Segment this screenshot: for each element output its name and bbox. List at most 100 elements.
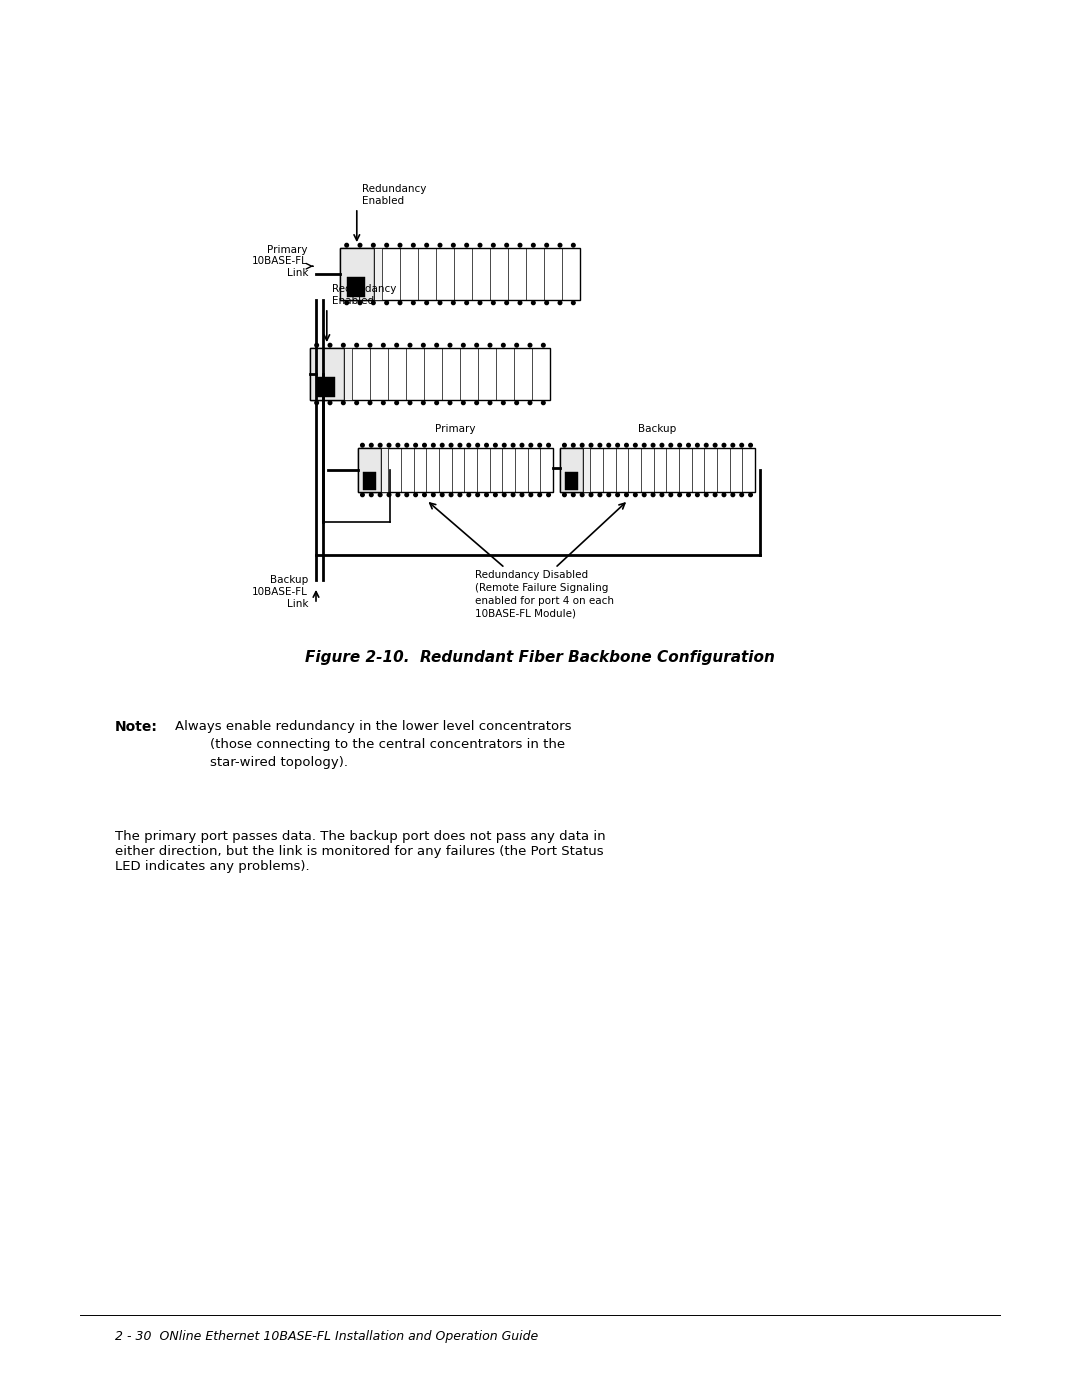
Bar	[310, 348, 550, 400]
Bar	[357, 448, 381, 492]
Circle shape	[464, 300, 469, 305]
Circle shape	[651, 493, 654, 496]
Circle shape	[368, 344, 372, 346]
Text: Figure 2-10.  Redundant Fiber Backbone Configuration: Figure 2-10. Redundant Fiber Backbone Co…	[305, 650, 775, 665]
Circle shape	[545, 300, 549, 305]
Text: star-wired topology).: star-wired topology).	[210, 756, 348, 768]
Circle shape	[441, 493, 444, 496]
Circle shape	[478, 300, 482, 305]
Circle shape	[538, 443, 541, 447]
Circle shape	[475, 344, 478, 346]
Circle shape	[501, 344, 505, 346]
Circle shape	[704, 493, 708, 496]
Circle shape	[528, 344, 531, 346]
Circle shape	[438, 300, 442, 305]
Circle shape	[740, 493, 743, 496]
Circle shape	[634, 443, 637, 447]
Circle shape	[731, 443, 734, 447]
Circle shape	[590, 493, 593, 496]
Circle shape	[491, 243, 495, 247]
Circle shape	[494, 443, 497, 447]
Circle shape	[515, 401, 518, 405]
Circle shape	[449, 443, 453, 447]
Circle shape	[345, 300, 349, 305]
Circle shape	[546, 443, 551, 447]
Circle shape	[580, 443, 584, 447]
Circle shape	[616, 443, 620, 447]
Circle shape	[723, 493, 726, 496]
Circle shape	[405, 493, 408, 496]
Circle shape	[424, 243, 429, 247]
Circle shape	[421, 401, 426, 405]
Bar	[310, 348, 343, 400]
Circle shape	[414, 493, 417, 496]
Circle shape	[381, 401, 386, 405]
Circle shape	[571, 300, 576, 305]
Text: Always enable redundancy in the lower level concentrators: Always enable redundancy in the lower le…	[175, 719, 571, 733]
Circle shape	[624, 443, 629, 447]
Circle shape	[634, 493, 637, 496]
Bar	[343, 348, 352, 400]
Circle shape	[731, 493, 734, 496]
Circle shape	[488, 401, 491, 405]
Bar	[340, 249, 374, 300]
Circle shape	[388, 493, 391, 496]
Bar	[565, 472, 578, 490]
Circle shape	[598, 443, 602, 447]
Bar	[561, 448, 583, 492]
Circle shape	[538, 493, 541, 496]
Bar	[561, 448, 755, 492]
Circle shape	[571, 493, 575, 496]
Circle shape	[687, 443, 690, 447]
Circle shape	[315, 401, 319, 405]
Circle shape	[408, 401, 411, 405]
Circle shape	[328, 344, 332, 346]
Circle shape	[531, 300, 535, 305]
Circle shape	[341, 344, 346, 346]
Circle shape	[449, 493, 453, 496]
Circle shape	[518, 243, 522, 247]
Text: Backup
10BASE-FL
Link: Backup 10BASE-FL Link	[252, 576, 308, 609]
Circle shape	[748, 493, 753, 496]
Circle shape	[384, 243, 389, 247]
Circle shape	[328, 401, 332, 405]
Circle shape	[546, 493, 551, 496]
Circle shape	[359, 300, 362, 305]
Bar	[357, 448, 553, 492]
Circle shape	[414, 443, 417, 447]
Text: Redundancy Disabled: Redundancy Disabled	[475, 570, 589, 580]
Text: Primary: Primary	[435, 425, 476, 434]
Circle shape	[491, 300, 495, 305]
Text: The primary port passes data. The backup port does not pass any data in
either d: The primary port passes data. The backup…	[114, 830, 606, 873]
Circle shape	[395, 344, 399, 346]
Circle shape	[704, 443, 708, 447]
Circle shape	[660, 443, 664, 447]
Circle shape	[598, 493, 602, 496]
Circle shape	[384, 300, 389, 305]
Circle shape	[378, 493, 382, 496]
Circle shape	[651, 443, 654, 447]
Circle shape	[405, 443, 408, 447]
Bar	[381, 448, 388, 492]
Circle shape	[502, 493, 507, 496]
Bar	[583, 448, 591, 492]
Circle shape	[678, 493, 681, 496]
Circle shape	[399, 300, 402, 305]
Text: Primary
10BASE-FL
Link: Primary 10BASE-FL Link	[252, 244, 308, 278]
Circle shape	[521, 493, 524, 496]
Circle shape	[422, 493, 427, 496]
Circle shape	[408, 344, 411, 346]
Circle shape	[341, 401, 346, 405]
Circle shape	[441, 443, 444, 447]
Circle shape	[713, 493, 717, 496]
Circle shape	[475, 401, 478, 405]
Circle shape	[355, 344, 359, 346]
Circle shape	[411, 243, 415, 247]
Circle shape	[558, 243, 562, 247]
Circle shape	[580, 493, 584, 496]
Circle shape	[571, 243, 576, 247]
Circle shape	[563, 443, 566, 447]
Text: enabled for port 4 on each: enabled for port 4 on each	[475, 597, 615, 606]
Circle shape	[476, 443, 480, 447]
Circle shape	[411, 300, 415, 305]
